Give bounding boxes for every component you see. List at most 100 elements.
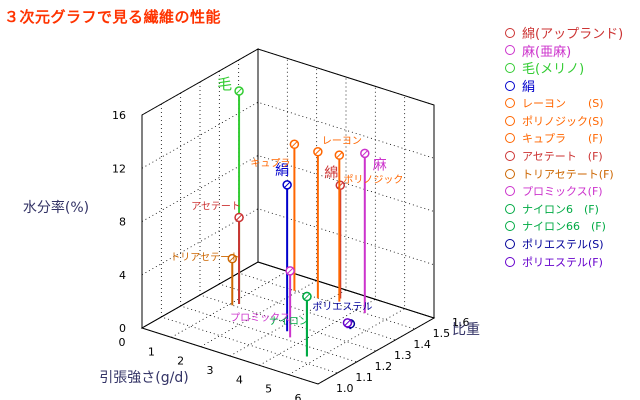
y-tick-label: 0 xyxy=(119,322,126,335)
y-tick-label: 16 xyxy=(112,109,126,122)
point-label: 綿 xyxy=(324,165,338,181)
x-tick-label: 5 xyxy=(265,383,272,396)
gridline-x xyxy=(288,95,406,376)
legend-swatch xyxy=(505,115,515,126)
gridline-x xyxy=(171,58,288,338)
gridline-y xyxy=(141,155,435,222)
data-point-hatch xyxy=(315,148,321,155)
legend-item: トリアセテート(F) xyxy=(505,165,635,183)
legend-item: レーヨン (S) xyxy=(505,94,635,112)
gridline-x xyxy=(317,105,435,385)
point-label: ポリノジック xyxy=(343,174,403,186)
z-tick-label: 1.4 xyxy=(413,338,431,351)
legend-swatch xyxy=(505,203,515,214)
gridline-z xyxy=(238,60,415,330)
z-tick-label: 1.2 xyxy=(375,360,393,373)
x-tick-label: 1 xyxy=(148,345,155,358)
data-point-hatch xyxy=(287,267,293,274)
legend-label: 絹 xyxy=(522,80,536,96)
point-label: 毛 xyxy=(217,75,232,93)
legend-label: トリアセテート(F) xyxy=(522,167,614,181)
legend-swatch xyxy=(505,45,515,56)
data-point-hatch xyxy=(229,255,236,262)
gridline-y xyxy=(141,208,435,276)
legend-item: 綿(アップランド) xyxy=(505,24,635,42)
gridline-z xyxy=(257,49,435,319)
legend-label: ポリエステル(F) xyxy=(522,255,603,269)
gridline-z xyxy=(199,82,377,352)
point-label: アセテート xyxy=(191,200,241,212)
legend-item: 絹 xyxy=(505,77,635,95)
z-tick-label: 1.6 xyxy=(452,316,470,329)
data-point-hatch xyxy=(236,214,242,221)
legend-swatch xyxy=(505,133,515,144)
legend-swatch xyxy=(505,186,515,197)
z-axis-label: 比重 xyxy=(452,322,480,338)
y-tick-label: 4 xyxy=(119,269,126,282)
legend-item: ポリノジック(S) xyxy=(505,112,635,130)
legend-label: ナイロン6 (F) xyxy=(522,202,599,216)
legend-swatch xyxy=(505,150,515,161)
gridline-y xyxy=(141,101,435,169)
legend-item: ナイロン66 (F) xyxy=(505,218,635,236)
gridline-z xyxy=(141,115,319,385)
legend-label: ポリノジック(S) xyxy=(522,114,604,128)
legend-label: ナイロン66 (F) xyxy=(522,220,606,234)
z-tick-label: 1.1 xyxy=(355,371,373,384)
legend-item: ナイロン6 (F) xyxy=(505,200,635,218)
x-tick-label: 6 xyxy=(295,392,302,400)
y-tick-label: 8 xyxy=(119,216,126,229)
y-tick-label: 12 xyxy=(112,162,126,175)
point-label: 絹 xyxy=(275,163,289,179)
gridline-z xyxy=(160,104,338,374)
legend-label: アセテート (F) xyxy=(522,149,603,163)
y-axis-label: 水分率(%) xyxy=(23,199,89,216)
legend-item: 麻(亜麻) xyxy=(505,42,635,60)
data-point-hatch xyxy=(361,150,368,157)
legend-label: プロミックス(F) xyxy=(522,185,603,199)
gridline-z xyxy=(218,71,396,341)
data-point-hatch xyxy=(284,182,290,188)
legend-label: ポリエステル(S) xyxy=(522,237,604,251)
legend-swatch xyxy=(505,256,515,267)
legend-item: アセテート (F) xyxy=(505,147,635,165)
data-point-hatch xyxy=(336,152,343,159)
point-label: トリアセテート xyxy=(170,252,240,264)
legend-label: 麻(亜麻) xyxy=(522,44,572,60)
legend-item: ポリエステル(S) xyxy=(505,235,635,253)
point-label: 麻 xyxy=(373,157,387,173)
point-label: キュプラ xyxy=(250,157,290,169)
legend-swatch xyxy=(505,98,515,109)
x-axis-label: 引張強さ(g/d) xyxy=(99,370,188,386)
data-point-hatch xyxy=(304,293,310,300)
legend-item: 毛(メリノ) xyxy=(505,59,635,77)
z-tick-label: 1.3 xyxy=(394,349,412,362)
legend-item: ポリエステル(F) xyxy=(505,253,635,271)
x-tick-label: 2 xyxy=(177,355,184,368)
data-point-hatch xyxy=(291,141,298,148)
legend-label: レーヨン (S) xyxy=(522,97,604,111)
data-point-hatch xyxy=(236,88,242,94)
legend-label: 毛(メリノ) xyxy=(522,62,585,78)
gridline-z xyxy=(180,93,357,363)
x-tick-label: 3 xyxy=(207,364,214,377)
legend-swatch xyxy=(505,27,515,38)
legend-item: プロミックス(F) xyxy=(505,182,635,200)
legend-swatch xyxy=(505,238,515,249)
legend-swatch xyxy=(505,80,515,91)
legend-item: キュプラ (F) xyxy=(505,130,635,148)
x-tick-label: 0 xyxy=(119,336,126,349)
point-label: ナイロン xyxy=(269,316,309,328)
legend-label: キュプラ (F) xyxy=(522,132,603,146)
x-tick-label: 4 xyxy=(236,373,243,386)
chart-legend: 綿(アップランド) 麻(亜麻) 毛(メリノ) 絹レーヨン (S) ポリノジック(S) キュ… xyxy=(505,24,635,270)
point-label: プロミックス xyxy=(230,312,290,324)
legend-swatch xyxy=(505,168,515,179)
chart-3d-plot: 048121601234561.01.11.21.31.41.51.6水分率(%… xyxy=(23,48,480,400)
point-label: ポリエステル xyxy=(312,301,372,313)
chart-title: ３次元グラフで見る繊維の性能 xyxy=(4,8,222,26)
z-tick-label: 1.0 xyxy=(336,382,354,395)
legend-swatch xyxy=(505,62,515,73)
gridline-x xyxy=(200,67,318,348)
legend-label: 綿(アップランド) xyxy=(522,27,624,43)
